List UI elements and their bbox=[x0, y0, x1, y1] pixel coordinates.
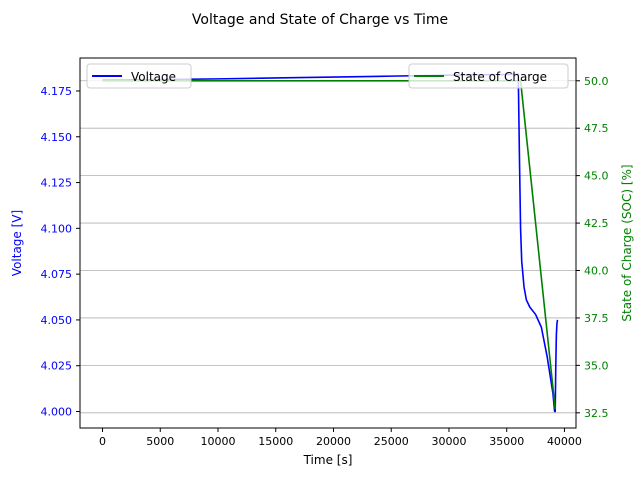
x-tick-label: 40000 bbox=[547, 435, 582, 448]
x-tick-label: 30000 bbox=[431, 435, 466, 448]
x-tick-label: 20000 bbox=[316, 435, 351, 448]
x-tick-label: 35000 bbox=[489, 435, 524, 448]
legend-soc-box bbox=[408, 63, 569, 89]
y-axis-left: 4.000 4.025 4.050 4.075 4.100 4.125 4.150 4.175 bbox=[41, 85, 80, 419]
y-right-tick-label: 37.5 bbox=[584, 312, 609, 325]
y-left-tick-label: 4.150 bbox=[41, 131, 73, 144]
series-line-voltage bbox=[102, 73, 559, 413]
x-tick-label: 0 bbox=[99, 435, 106, 448]
x-tick-label: 25000 bbox=[374, 435, 409, 448]
legend-voltage-box bbox=[86, 63, 192, 89]
y-left-tick-label: 4.100 bbox=[41, 222, 73, 235]
x-tick-label: 15000 bbox=[258, 435, 293, 448]
y-left-tick-label: 4.075 bbox=[41, 268, 73, 281]
y-right-tick-label: 50.0 bbox=[584, 75, 609, 88]
y-left-tick-label: 4.050 bbox=[41, 314, 73, 327]
y-right-tick-label: 47.5 bbox=[584, 122, 609, 135]
y-right-tick-label: 35.0 bbox=[584, 359, 609, 372]
chart-title: Voltage and State of Charge vs Time bbox=[192, 12, 448, 28]
y-right-tick-label: 40.0 bbox=[584, 265, 609, 278]
y-left-tick-label: 4.025 bbox=[41, 360, 73, 373]
y-axis-left-label: Voltage [V] bbox=[10, 210, 24, 276]
y-right-tick-label: 45.0 bbox=[584, 170, 609, 183]
legend-soc: State of Charge bbox=[408, 63, 569, 89]
y-left-tick-label: 4.175 bbox=[41, 85, 73, 98]
legend-voltage: Voltage bbox=[86, 63, 192, 89]
x-axis: 0 5000 10000 15000 20000 25000 30000 35000 40000 bbox=[99, 428, 582, 448]
x-axis-label: Time [s] bbox=[303, 453, 353, 467]
legend-voltage-label: Voltage bbox=[131, 70, 176, 84]
y-left-tick-label: 4.125 bbox=[41, 177, 73, 190]
y-right-tick-label: 42.5 bbox=[584, 217, 609, 230]
x-tick-label: 10000 bbox=[201, 435, 236, 448]
legend-soc-label: State of Charge bbox=[453, 70, 547, 84]
y-left-tick-label: 4.000 bbox=[41, 406, 73, 419]
y-right-tick-label: 32.5 bbox=[584, 407, 609, 420]
y-axis-right-label: State of Charge (SOC) [%] bbox=[620, 164, 634, 321]
x-tick-label: 5000 bbox=[146, 435, 174, 448]
plot-frame bbox=[79, 57, 577, 429]
y-axis-right: 32.5 35.0 37.5 40.0 42.5 45.0 47.5 50.0 bbox=[576, 75, 609, 420]
